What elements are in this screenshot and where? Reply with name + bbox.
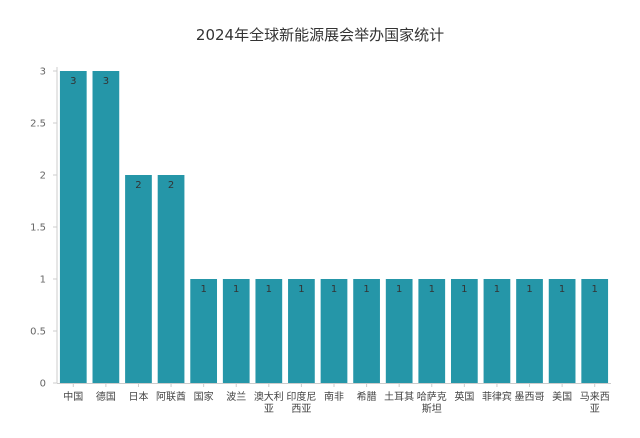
x-tick-label: 阿联酋 [156,390,186,403]
y-tick-label: 3 [40,67,46,78]
bar-11 [385,279,413,383]
data-label: 1 [331,284,337,295]
bar-8 [288,279,315,383]
bar-14 [483,279,511,383]
bar-2 [92,71,120,383]
data-label: 1 [363,284,369,295]
data-label: 2 [135,180,141,191]
y-tick-label: 0 [40,379,46,390]
data-label: 3 [70,76,76,87]
chart-title: 2024年全球新能源展会举办国家统计 [195,26,445,44]
data-label: 1 [559,284,565,295]
y-tick-label: 0.5 [30,327,46,338]
bar-12 [418,279,446,383]
x-tick-label: 中国 [63,390,83,403]
bar-7 [255,279,283,383]
bar-3 [125,175,152,383]
y-tick-label: 1 [40,275,46,286]
x-tick-label: 英国 [454,390,474,403]
bar-5 [190,279,218,383]
data-label: 2 [168,180,174,191]
bar-6 [222,279,250,383]
x-tick-label: 南非 [324,390,344,403]
data-label: 1 [266,284,272,295]
x-tick-label: 哈萨克斯坦 [417,390,447,415]
bar-4 [157,175,185,383]
x-tick-label: 美国 [552,390,572,403]
x-tick-label: 希腊 [357,390,377,403]
bar-16 [548,279,576,383]
y-tick-label: 2.5 [30,119,46,130]
data-label: 1 [200,284,206,295]
data-label: 1 [461,284,467,295]
x-tick-label: 澳大利亚 [254,390,284,415]
x-tick-label: 土耳其 [384,390,414,403]
bar-9 [320,279,348,383]
x-tick-label: 国家 [194,390,214,403]
x-tick-label: 马来西亚 [580,391,610,415]
x-tick-label: 墨西哥 [515,391,545,403]
data-label: 1 [494,284,500,295]
y-tick-label: 2 [40,171,46,182]
x-tick-label: 印度尼西亚 [286,390,316,415]
data-label: 1 [233,284,239,295]
data-label: 1 [396,284,402,295]
data-label: 1 [526,284,532,295]
bar-15 [516,279,543,383]
x-tick-label: 德国 [96,390,116,403]
data-label: 1 [298,284,304,295]
y-tick-label: 1.5 [30,223,46,234]
x-tick-label: 日本 [128,390,148,403]
bar-10 [353,279,380,383]
data-label: 1 [592,284,598,295]
bar-1 [59,71,87,383]
data-label: 3 [103,76,109,87]
x-tick-label: 菲律宾 [482,390,512,403]
bar-17 [581,279,609,383]
data-label: 1 [429,284,435,295]
x-tick-label: 波兰 [226,390,246,403]
bar-13 [450,279,478,383]
